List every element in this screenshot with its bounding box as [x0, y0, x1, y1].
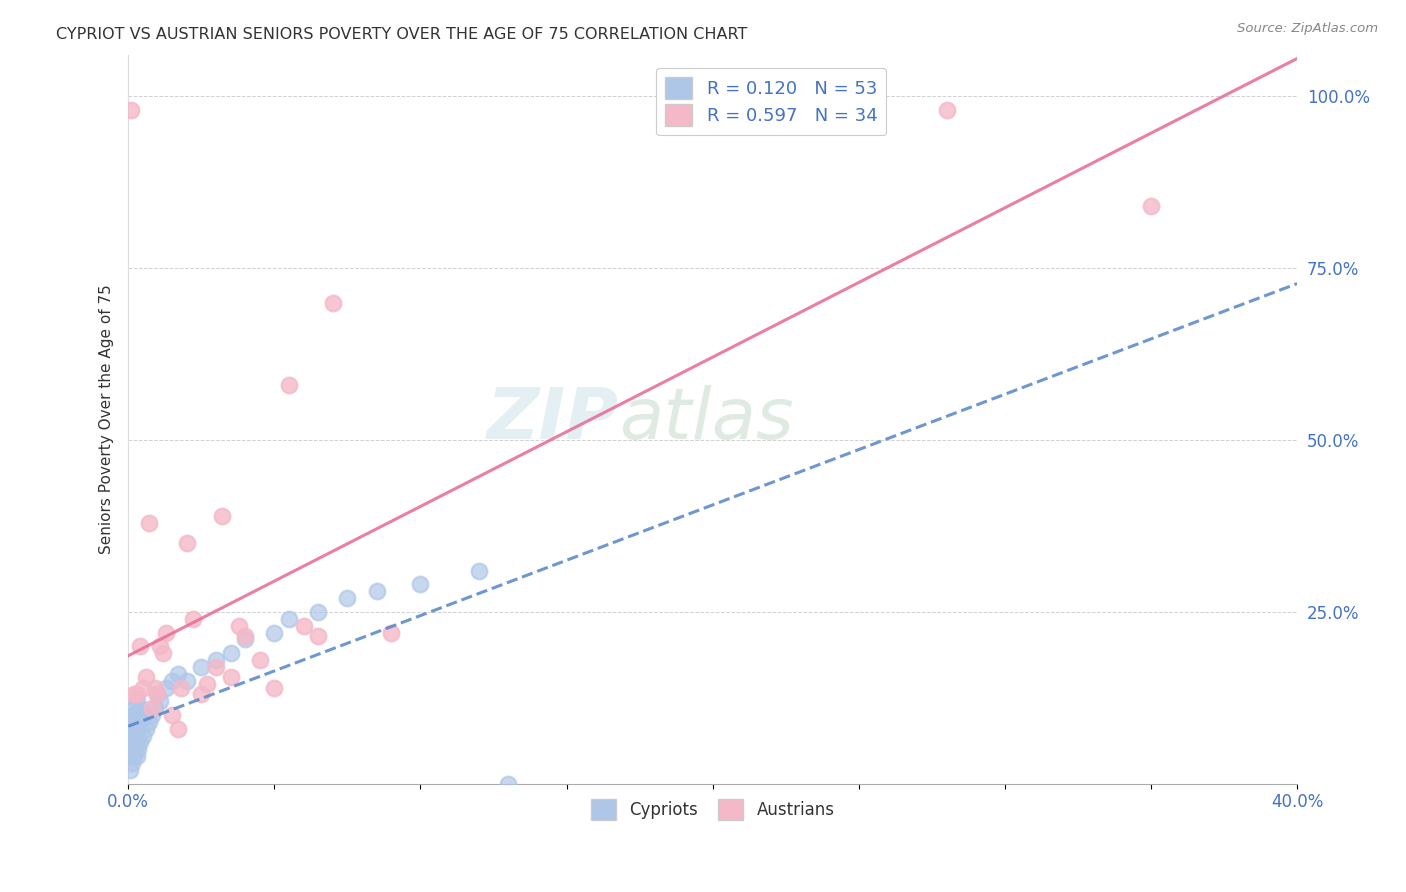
Point	[132, 729, 155, 743]
Point	[307, 629, 329, 643]
Point	[146, 687, 169, 701]
Point	[120, 749, 142, 764]
Point	[496, 777, 519, 791]
Point	[121, 756, 143, 771]
Point	[122, 749, 145, 764]
Point	[121, 708, 143, 723]
Point	[228, 618, 250, 632]
Point	[122, 701, 145, 715]
Point	[129, 640, 152, 654]
Point	[125, 749, 148, 764]
Point	[120, 729, 142, 743]
Text: Source: ZipAtlas.com: Source: ZipAtlas.com	[1237, 22, 1378, 36]
Point	[122, 729, 145, 743]
Point	[155, 681, 177, 695]
Point	[176, 673, 198, 688]
Point	[129, 735, 152, 749]
Text: CYPRIOT VS AUSTRIAN SENIORS POVERTY OVER THE AGE OF 75 CORRELATION CHART: CYPRIOT VS AUSTRIAN SENIORS POVERTY OVER…	[56, 27, 748, 42]
Point	[167, 666, 190, 681]
Point	[263, 625, 285, 640]
Point	[170, 681, 193, 695]
Point	[167, 722, 190, 736]
Point	[141, 708, 163, 723]
Point	[118, 742, 141, 756]
Point	[121, 742, 143, 756]
Y-axis label: Seniors Poverty Over the Age of 75: Seniors Poverty Over the Age of 75	[100, 285, 114, 554]
Point	[249, 653, 271, 667]
Point	[160, 708, 183, 723]
Point	[122, 687, 145, 701]
Point	[125, 729, 148, 743]
Point	[138, 516, 160, 530]
Point	[149, 694, 172, 708]
Point	[263, 681, 285, 695]
Point	[124, 735, 146, 749]
Point	[120, 103, 142, 117]
Point	[132, 708, 155, 723]
Point	[155, 625, 177, 640]
Point	[278, 612, 301, 626]
Point	[122, 714, 145, 729]
Point	[138, 714, 160, 729]
Point	[129, 714, 152, 729]
Point	[122, 735, 145, 749]
Point	[120, 735, 142, 749]
Point	[141, 701, 163, 715]
Point	[143, 681, 166, 695]
Text: atlas: atlas	[619, 385, 794, 454]
Point	[409, 577, 432, 591]
Point	[124, 708, 146, 723]
Point	[125, 687, 148, 701]
Point	[322, 295, 344, 310]
Text: ZIP: ZIP	[486, 385, 619, 454]
Point	[205, 653, 228, 667]
Point	[935, 103, 957, 117]
Point	[127, 742, 149, 756]
Point	[143, 701, 166, 715]
Point	[120, 714, 142, 729]
Point	[366, 584, 388, 599]
Point	[127, 722, 149, 736]
Point	[160, 673, 183, 688]
Point	[181, 612, 204, 626]
Point	[135, 670, 157, 684]
Point	[135, 722, 157, 736]
Point	[118, 763, 141, 777]
Point	[1140, 199, 1163, 213]
Point	[129, 701, 152, 715]
Point	[307, 605, 329, 619]
Point	[152, 646, 174, 660]
Point	[336, 591, 359, 606]
Point	[176, 536, 198, 550]
Point	[233, 632, 256, 647]
Point	[149, 640, 172, 654]
Point	[121, 729, 143, 743]
Point	[205, 660, 228, 674]
Point	[219, 646, 242, 660]
Point	[121, 722, 143, 736]
Legend: Cypriots, Austrians: Cypriots, Austrians	[585, 793, 841, 826]
Point	[190, 687, 212, 701]
Point	[195, 677, 218, 691]
Point	[125, 694, 148, 708]
Point	[219, 670, 242, 684]
Point	[468, 564, 491, 578]
Point	[292, 618, 315, 632]
Point	[278, 378, 301, 392]
Point	[146, 687, 169, 701]
Point	[211, 508, 233, 523]
Point	[190, 660, 212, 674]
Point	[132, 681, 155, 695]
Point	[124, 742, 146, 756]
Point	[125, 714, 148, 729]
Point	[124, 722, 146, 736]
Point	[380, 625, 402, 640]
Point	[233, 629, 256, 643]
